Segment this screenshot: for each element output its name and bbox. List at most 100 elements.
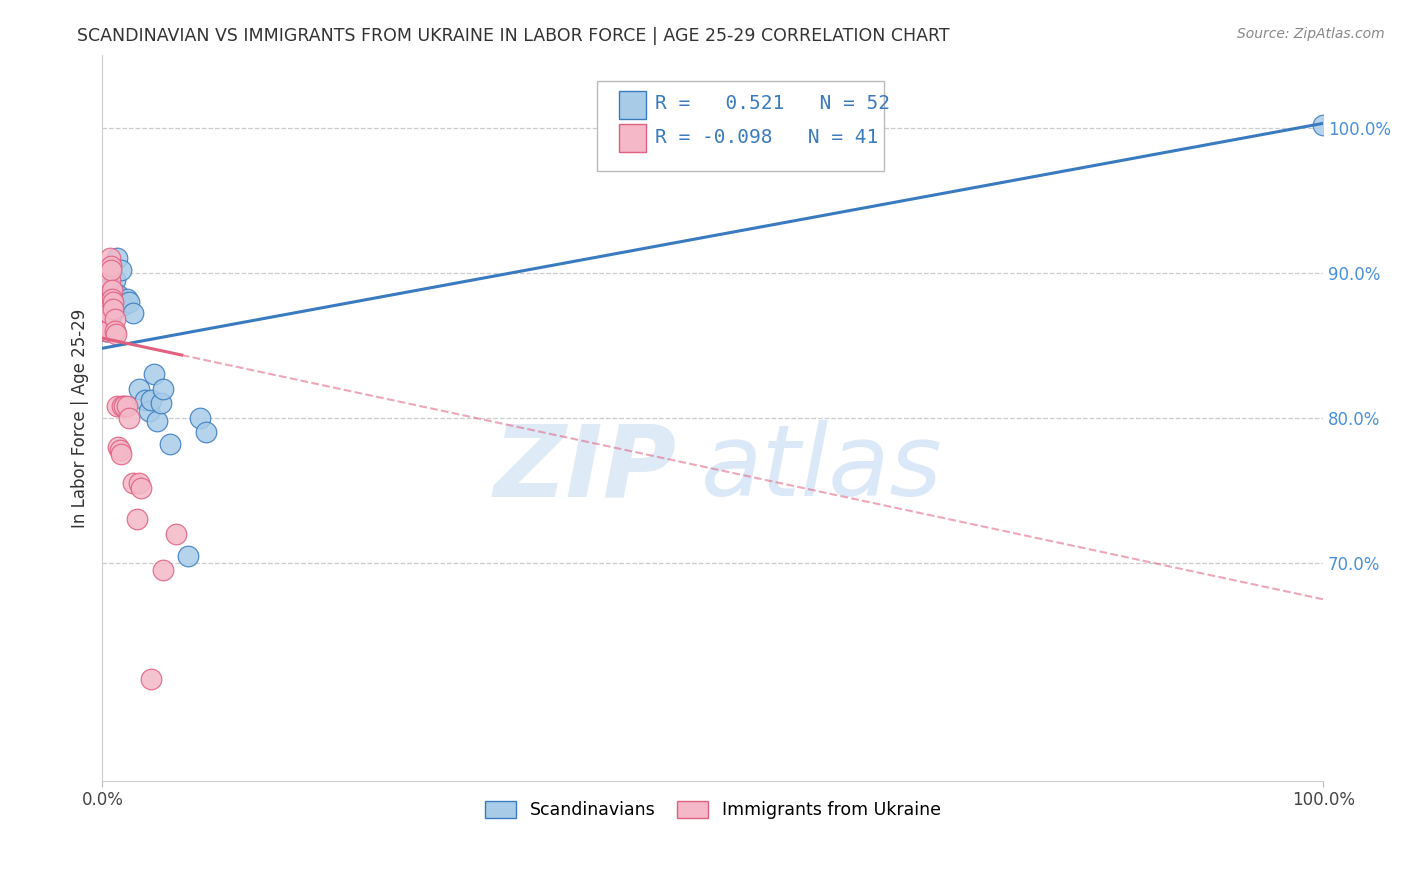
Point <box>98 280 121 294</box>
Point <box>110 263 132 277</box>
Point <box>93 310 115 324</box>
Text: R =   0.521   N = 52: R = 0.521 N = 52 <box>655 95 890 113</box>
Point <box>97 312 120 326</box>
Text: R = -0.098   N = 41: R = -0.098 N = 41 <box>655 128 879 146</box>
Point <box>105 252 128 266</box>
Point <box>112 399 135 413</box>
Point <box>1312 118 1334 132</box>
Text: SCANDINAVIAN VS IMMIGRANTS FROM UKRAINE IN LABOR FORCE | AGE 25-29 CORRELATION C: SCANDINAVIAN VS IMMIGRANTS FROM UKRAINE … <box>77 27 950 45</box>
Text: ZIP: ZIP <box>494 420 676 517</box>
Point <box>103 301 125 316</box>
Point <box>118 410 141 425</box>
Point <box>122 306 145 320</box>
Point <box>195 425 218 440</box>
Point <box>103 294 125 309</box>
Point <box>104 273 127 287</box>
Point <box>152 563 174 577</box>
Point <box>100 259 122 273</box>
Point <box>94 317 117 331</box>
Point <box>128 382 150 396</box>
Point <box>141 672 163 686</box>
FancyBboxPatch shape <box>619 124 645 152</box>
Point <box>94 312 117 326</box>
Point <box>94 312 117 326</box>
Point <box>96 312 118 326</box>
Point <box>101 306 124 320</box>
Point <box>93 317 115 331</box>
Point <box>96 310 118 324</box>
Point <box>142 368 165 382</box>
FancyBboxPatch shape <box>619 91 645 119</box>
Point <box>94 324 117 338</box>
Point <box>159 437 181 451</box>
Point <box>94 310 117 324</box>
Point <box>107 287 129 301</box>
Point <box>97 298 120 312</box>
Point <box>118 294 141 309</box>
Point <box>103 283 125 297</box>
Point <box>101 298 124 312</box>
Point <box>128 476 150 491</box>
Point <box>96 324 118 338</box>
Point <box>100 294 122 309</box>
Point <box>146 414 169 428</box>
Point <box>94 321 117 335</box>
Point <box>97 294 120 309</box>
Point <box>125 512 148 526</box>
Point <box>111 399 134 413</box>
Point <box>115 399 138 413</box>
Point <box>100 310 122 324</box>
Point <box>94 317 117 331</box>
Point <box>94 310 117 324</box>
Y-axis label: In Labor Force | Age 25-29: In Labor Force | Age 25-29 <box>72 309 89 527</box>
Point <box>122 476 145 491</box>
Point <box>110 447 132 461</box>
Point <box>104 287 127 301</box>
Point <box>98 287 121 301</box>
Point <box>101 292 124 306</box>
Point <box>188 410 211 425</box>
Point <box>101 283 124 297</box>
FancyBboxPatch shape <box>596 80 884 171</box>
Point <box>100 301 122 316</box>
Point <box>177 549 200 563</box>
Point <box>150 396 173 410</box>
Point <box>93 314 115 328</box>
Point <box>138 403 160 417</box>
Point <box>94 306 117 320</box>
Point <box>94 312 117 326</box>
Point <box>104 312 127 326</box>
Point <box>141 393 163 408</box>
Text: atlas: atlas <box>700 420 942 517</box>
Point <box>96 324 118 338</box>
Point <box>100 263 122 277</box>
Point <box>165 527 187 541</box>
Point <box>96 315 118 329</box>
Point <box>96 301 118 316</box>
Point <box>97 306 120 320</box>
Point <box>152 382 174 396</box>
Point <box>98 273 121 287</box>
Point <box>107 440 129 454</box>
Text: Source: ZipAtlas.com: Source: ZipAtlas.com <box>1237 27 1385 41</box>
Point <box>108 442 131 457</box>
Point <box>97 301 120 316</box>
Point <box>94 310 117 324</box>
Point <box>93 312 115 326</box>
Point <box>134 393 156 408</box>
Legend: Scandinavians, Immigrants from Ukraine: Scandinavians, Immigrants from Ukraine <box>478 794 948 826</box>
Point <box>94 310 117 324</box>
Point <box>96 319 118 334</box>
Point <box>115 292 138 306</box>
Point <box>111 294 134 309</box>
Point <box>104 326 127 341</box>
Point <box>98 252 121 266</box>
Point <box>104 298 127 312</box>
Point <box>131 481 153 495</box>
Point <box>105 399 128 413</box>
Point <box>97 310 120 324</box>
Point <box>103 292 125 306</box>
Point <box>104 324 127 338</box>
Point <box>94 317 117 331</box>
Point <box>98 301 121 316</box>
